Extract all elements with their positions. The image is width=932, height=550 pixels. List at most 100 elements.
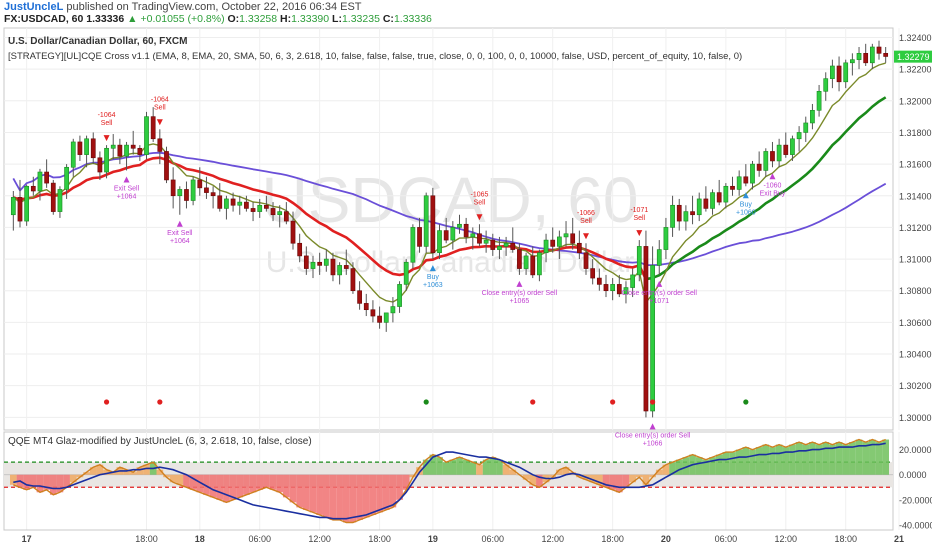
qqe-histogram-bar	[709, 457, 716, 475]
signal-arrow-icon	[769, 173, 776, 180]
signal-arrow-icon	[656, 280, 663, 287]
candle-body	[217, 195, 223, 209]
qqe-histogram-bar	[382, 474, 390, 510]
qqe-histogram-bar	[96, 464, 104, 475]
candle-body	[370, 309, 376, 317]
qqe-histogram-bar	[795, 442, 803, 475]
signal-sub-label: +1060	[736, 209, 756, 216]
qqe-histogram-bar	[482, 459, 490, 475]
qqe-histogram-bar	[143, 464, 150, 475]
qqe-histogram-bar	[289, 474, 297, 503]
qqe-histogram-bar	[243, 474, 250, 495]
qqe-histogram-bar	[609, 474, 616, 490]
qqe-histogram-bar	[882, 439, 889, 475]
candle-body	[137, 147, 143, 155]
qqe-histogram-bar	[123, 469, 130, 475]
qqe-histogram-bar	[362, 474, 370, 518]
qqe-histogram-bar	[769, 447, 776, 475]
candle-body	[403, 261, 409, 285]
candle-body	[450, 227, 456, 241]
sub-y-tick-label: -20.0000	[899, 495, 932, 505]
candle-body	[357, 290, 362, 304]
qqe-histogram-bar	[76, 474, 84, 478]
candle-body	[230, 198, 236, 206]
qqe-histogram-bar	[10, 474, 17, 485]
signal-sub-label: Exit Buy	[760, 190, 786, 197]
author-link[interactable]: JustUncleL	[4, 1, 64, 13]
qqe-histogram-bar	[49, 474, 57, 495]
candle-body	[224, 198, 229, 209]
candle-body	[377, 315, 382, 323]
qqe-histogram-bar	[502, 464, 510, 475]
qqe-histogram-bar	[63, 474, 70, 488]
candle-body	[157, 138, 163, 152]
publish-line: JustUncleL published on TradingView.com,…	[4, 1, 362, 13]
candle-body	[323, 258, 329, 266]
main-y-tick-label: 1.30600	[899, 318, 932, 328]
qqe-histogram-bar	[263, 474, 270, 488]
candle-body	[743, 176, 749, 184]
sub-y-tick-label: -40.0000	[899, 520, 932, 530]
x-tick-label: 20	[661, 534, 671, 544]
strategy-title[interactable]: [STRATEGY][UL]CQE Cross v1.1 (EMA, 8, EM…	[8, 51, 743, 62]
candle-body	[583, 252, 589, 269]
qqe-histogram-bar	[342, 474, 350, 523]
candle-body	[90, 138, 96, 159]
qqe-histogram-bar	[815, 444, 823, 475]
qqe-histogram-bar	[789, 444, 796, 475]
candle-body	[383, 312, 389, 323]
candle-body	[730, 185, 735, 190]
signal-sub-label: Sell	[580, 218, 592, 225]
candle-body	[237, 201, 243, 206]
candle-body	[443, 230, 449, 241]
qqe-histogram-bar	[276, 474, 284, 493]
qqe-histogram-bar	[775, 444, 783, 475]
signal-sub-label: Sell	[101, 120, 113, 127]
candle-body	[44, 171, 49, 184]
qqe-histogram-bar	[469, 462, 477, 475]
main-pane-frame	[3, 27, 894, 431]
candle-body	[297, 242, 303, 257]
candle-body	[50, 182, 56, 212]
qqe-histogram-bar	[436, 457, 443, 475]
qqe-histogram-bar	[296, 474, 303, 508]
candle-body	[503, 242, 509, 247]
qqe-histogram-bar	[402, 474, 410, 490]
qqe-histogram-bar	[236, 474, 244, 498]
ema20-line-bull	[645, 96, 887, 281]
main-y-tick-label: 1.31200	[899, 223, 932, 233]
candle-body	[457, 223, 462, 228]
candle-body	[510, 242, 516, 250]
close-label: C:	[382, 13, 394, 25]
signal-label: -1064	[151, 96, 169, 103]
open-value: 1.33258	[239, 13, 278, 25]
candle-body	[84, 138, 89, 155]
candle-body	[130, 144, 136, 149]
candle-body	[603, 284, 609, 292]
qqe-histogram-bar	[283, 474, 290, 498]
candle-body	[543, 239, 549, 254]
candle-body	[144, 116, 149, 155]
candle-body	[663, 227, 669, 250]
candle-body	[64, 166, 69, 190]
candle-body	[816, 91, 822, 111]
signal-label: Close entry(s) order Sell	[622, 290, 698, 297]
signal-sub-label: +1065	[510, 298, 530, 305]
low-label: L:	[332, 13, 342, 25]
candle-body	[77, 141, 83, 155]
qqe-histogram-bar	[329, 474, 337, 520]
qqe-histogram-bar	[549, 474, 557, 478]
candle-body	[204, 187, 209, 193]
candle-body	[463, 223, 469, 238]
qqe-histogram-bar	[429, 454, 437, 475]
signal-label: Close entry(s) order Sell	[482, 290, 558, 297]
signal-dot	[743, 399, 749, 405]
qqe-histogram-bar	[303, 474, 310, 510]
qqe-histogram-bar	[556, 469, 563, 475]
qqe-histogram-bar	[83, 472, 90, 475]
qqe-histogram-bar	[203, 474, 210, 495]
lower-pane-title[interactable]: QQE MT4 Glaz-modified by JustUncleL (6, …	[8, 436, 312, 447]
candle-body	[783, 144, 789, 155]
signal-arrow-icon	[429, 265, 436, 272]
